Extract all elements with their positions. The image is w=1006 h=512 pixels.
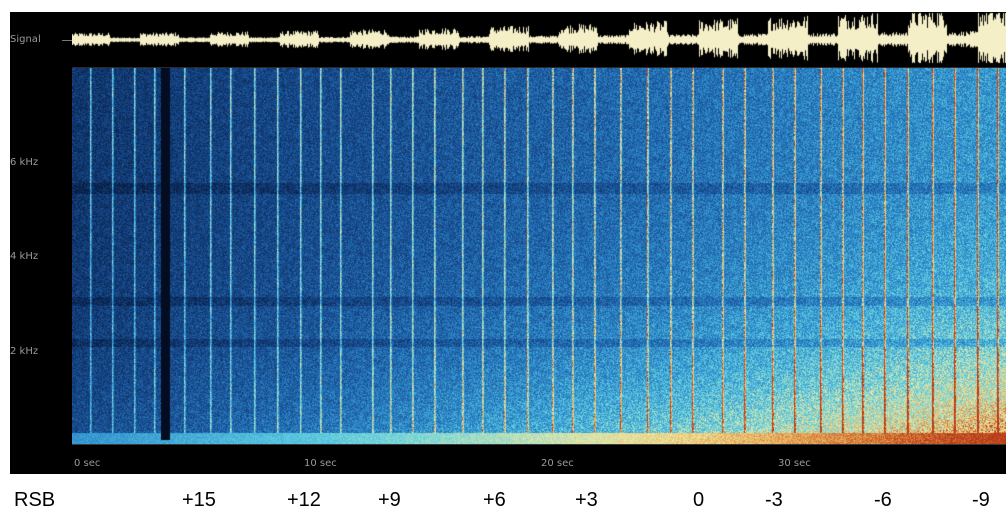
time-label-30: 30 sec: [778, 458, 811, 469]
rsb-value: 0: [693, 489, 705, 511]
signal-label: Signal: [10, 34, 41, 45]
time-axis-line: [72, 444, 1006, 445]
time-label-0: 0 sec: [74, 458, 101, 469]
time-label-20: 20 sec: [541, 458, 574, 469]
rsb-value: +9: [378, 489, 401, 511]
waveform-separator: [72, 67, 1006, 68]
spectrogram-image: [72, 68, 1006, 444]
rsb-value: +15: [182, 489, 216, 511]
rsb-value: +6: [483, 489, 506, 511]
rsb-value: -6: [874, 489, 892, 511]
rsb-value: +12: [287, 489, 321, 511]
signal-waveform: [72, 12, 1006, 68]
rsb-title: RSB: [14, 489, 56, 511]
frequency-label-6khz: 6 kHz: [10, 157, 39, 168]
time-label-10: 10 sec: [304, 458, 337, 469]
rsb-value: -9: [972, 489, 990, 511]
signal-tick: [62, 40, 72, 41]
frequency-label-2khz: 2 kHz: [10, 346, 39, 357]
frequency-label-4khz: 4 kHz: [10, 251, 39, 262]
rsb-value: +3: [575, 489, 598, 511]
rsb-value: -3: [765, 489, 783, 511]
